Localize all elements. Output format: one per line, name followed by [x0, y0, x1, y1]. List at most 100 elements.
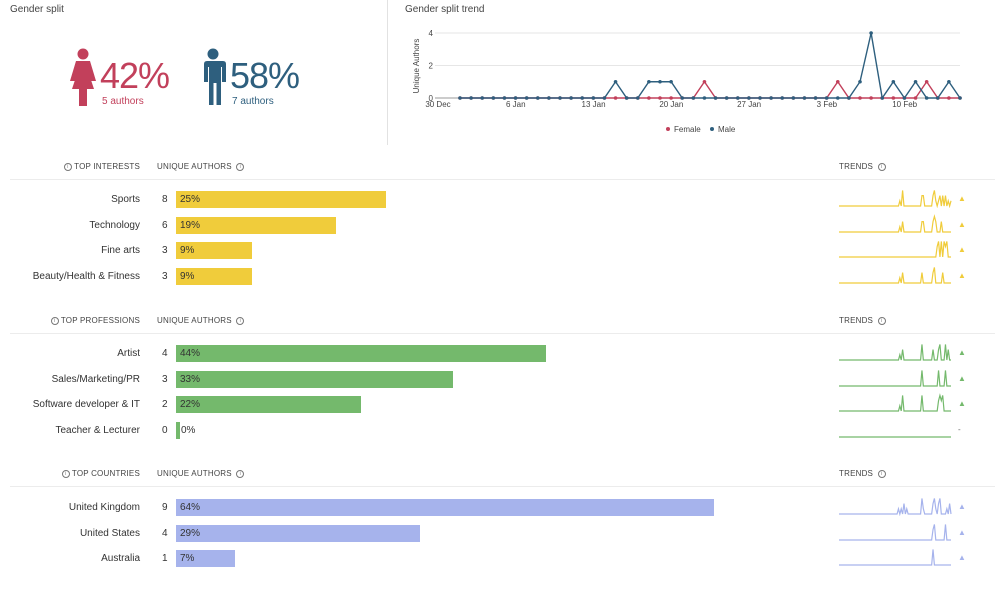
row-count: 4 — [162, 348, 168, 359]
data-point-male — [924, 96, 929, 100]
series-line-male — [460, 32, 961, 100]
trend-sparkline — [839, 266, 951, 284]
row-percentage: 0% — [181, 424, 196, 436]
data-point-male — [524, 96, 529, 100]
data-point-female — [924, 79, 929, 84]
female-percentage: 42% — [100, 55, 170, 96]
row-label: Sales/Marketing/PR — [51, 373, 140, 385]
info-icon[interactable]: i — [236, 316, 245, 325]
data-point-male — [647, 79, 651, 84]
sparkline-path — [839, 393, 951, 412]
data-point-male — [458, 96, 462, 100]
y-tick-label: 2 — [429, 62, 434, 71]
data-point-male — [624, 96, 629, 100]
x-tick-label: 13 Jan — [582, 100, 606, 109]
data-point-male — [758, 96, 762, 100]
column-header-text: UNIQUE AUTHORS — [157, 469, 232, 478]
legend-label-female: Female — [674, 125, 701, 134]
trend-arrow-icon: ▲ — [958, 373, 966, 383]
data-point-male — [691, 96, 696, 100]
row-count: 3 — [162, 373, 168, 385]
row-bar[interactable] — [176, 345, 546, 362]
data-point-male — [613, 79, 618, 84]
trend-arrow-icon: ▲ — [958, 194, 966, 203]
trend-arrow-icon: ▲ — [958, 399, 966, 408]
data-point-male — [635, 96, 640, 100]
info-icon[interactable]: i — [63, 162, 72, 171]
row-bar[interactable] — [176, 550, 235, 567]
section-divider — [10, 179, 995, 180]
data-point-male — [658, 79, 662, 84]
row-count: 0 — [162, 424, 168, 436]
trend-sparkline — [839, 213, 951, 233]
row-bar[interactable] — [176, 396, 361, 413]
row-label: Artist — [117, 348, 140, 359]
row-bar[interactable] — [176, 499, 714, 516]
x-tick-label: 30 Dec — [425, 100, 450, 109]
trends-header: TRENDS i — [839, 316, 886, 325]
trend-sparkline — [839, 549, 951, 566]
row-count: 4 — [162, 527, 168, 539]
data-point-female — [913, 96, 918, 100]
unique-authors-header: UNIQUE AUTHORS i — [157, 162, 245, 171]
row-bar[interactable] — [176, 267, 252, 285]
row-count: 8 — [162, 194, 168, 205]
trend-arrow-icon: ▲ — [958, 245, 966, 254]
trend-sparkline — [839, 498, 952, 516]
data-point-male — [902, 96, 907, 100]
row-count: 1 — [162, 553, 168, 564]
row-count: 3 — [162, 245, 168, 256]
data-point-male — [735, 96, 740, 100]
row-bar[interactable] — [176, 370, 454, 388]
info-icon[interactable]: i — [236, 162, 245, 171]
female-authors-count: 5 authors — [102, 96, 144, 107]
row-bar[interactable] — [176, 421, 180, 439]
column-header-text: UNIQUE AUTHORS — [157, 316, 232, 325]
info-icon[interactable]: i — [61, 469, 70, 478]
info-icon[interactable]: i — [877, 316, 886, 325]
trend-arrow-icon: ▲ — [958, 553, 966, 562]
data-point-male — [724, 96, 729, 100]
info-icon[interactable]: i — [877, 162, 886, 171]
info-icon[interactable]: i — [50, 316, 59, 325]
sparkline-path — [839, 213, 951, 233]
trend-arrow-icon: ▲ — [958, 219, 966, 229]
data-point-male — [747, 96, 751, 100]
row-bar[interactable] — [176, 524, 420, 542]
row-label: Technology — [89, 219, 140, 231]
row-label: United States — [79, 527, 140, 539]
data-point-male — [669, 79, 673, 84]
info-icon[interactable]: i — [877, 469, 886, 478]
row-bar[interactable] — [176, 242, 252, 259]
data-point-male — [791, 96, 796, 100]
data-point-female — [869, 96, 873, 100]
row-count: 9 — [162, 502, 168, 513]
trend-arrow-icon: - — [958, 424, 961, 434]
male-percentage: 58% — [230, 55, 300, 96]
trends-header: TRENDS i — [839, 162, 886, 171]
data-point-male — [780, 96, 785, 100]
gender-split-title: Gender split — [10, 4, 64, 15]
data-point-male — [935, 96, 940, 100]
row-bar[interactable] — [176, 191, 386, 208]
row-bar[interactable] — [176, 216, 336, 234]
row-count: 6 — [162, 219, 168, 231]
row-percentage: 9% — [180, 270, 195, 282]
trend-arrow-icon: ▲ — [958, 348, 966, 357]
data-point-male — [769, 96, 773, 100]
sparkline-path — [839, 498, 952, 516]
trend-arrow-icon: ▲ — [958, 502, 966, 511]
trend-sparkline — [839, 369, 951, 387]
trend-sparkline — [839, 523, 951, 541]
data-point-male — [680, 96, 685, 100]
data-point-male — [602, 96, 607, 100]
trend-sparkline — [839, 241, 951, 258]
data-point-female — [702, 79, 707, 84]
data-point-male — [880, 96, 885, 100]
y-tick-label: 4 — [429, 29, 434, 38]
info-icon[interactable]: i — [236, 469, 245, 478]
row-count: 2 — [162, 399, 168, 410]
row-percentage: 7% — [180, 553, 195, 564]
x-tick-label: 6 Jan — [506, 100, 526, 109]
data-point-male — [547, 96, 551, 100]
